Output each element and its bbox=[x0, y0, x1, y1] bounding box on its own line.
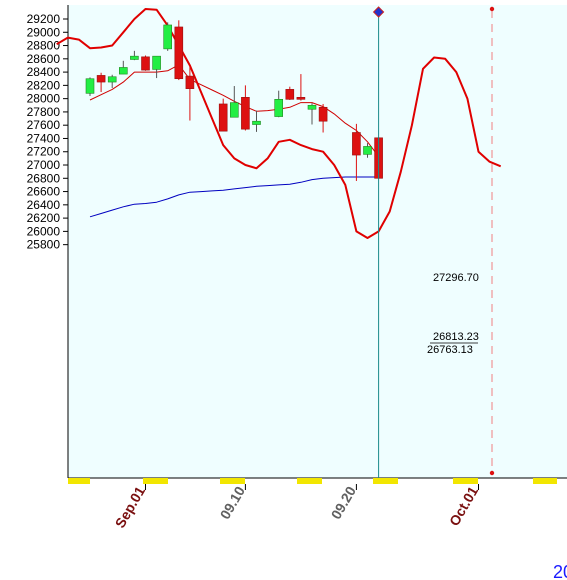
x-axis: Sep.01 09.10 09.20 Oct.01 bbox=[68, 477, 567, 531]
y-tick-label: 28600 bbox=[27, 52, 61, 66]
x-tick-label: 09.10 bbox=[217, 483, 248, 522]
value-label-lower: 26763.13 bbox=[427, 344, 473, 356]
candles bbox=[85, 20, 383, 181]
y-tick-label: 27400 bbox=[27, 131, 61, 145]
candle-body bbox=[296, 97, 306, 100]
value-label-mid: 26813.23 bbox=[433, 331, 479, 343]
y-tick-label: 27600 bbox=[27, 118, 61, 132]
value-label-upper: 27296.70 bbox=[433, 272, 479, 284]
candle-body bbox=[307, 104, 317, 110]
candle bbox=[185, 66, 195, 121]
candle-body bbox=[252, 120, 261, 125]
x-tick-label: Sep.01 bbox=[112, 483, 149, 530]
week-marker bbox=[68, 478, 90, 484]
week-marker bbox=[453, 478, 478, 484]
y-tick-label: 25800 bbox=[27, 238, 61, 252]
candle-body bbox=[185, 75, 195, 89]
series-line-envelope bbox=[56, 8, 502, 239]
candle bbox=[85, 77, 95, 96]
y-tick-label: 26400 bbox=[27, 198, 61, 212]
week-marker bbox=[220, 478, 245, 484]
y-tick-label: 27800 bbox=[27, 105, 61, 119]
y-tick-label: 27000 bbox=[27, 158, 61, 172]
candle-body bbox=[363, 146, 372, 155]
candle-body bbox=[230, 102, 239, 118]
candle bbox=[96, 72, 106, 93]
future-marker-bottom bbox=[489, 470, 495, 476]
candle-body bbox=[85, 78, 95, 94]
y-tick-label: 29200 bbox=[27, 12, 61, 26]
candle bbox=[174, 20, 184, 81]
series-line-ma-blue bbox=[89, 176, 379, 218]
x-tick-label: 09.20 bbox=[328, 483, 359, 522]
week-marker bbox=[533, 478, 557, 484]
candle-body bbox=[119, 67, 128, 75]
candle-body bbox=[274, 99, 284, 117]
candle bbox=[296, 74, 306, 101]
future-marker-top bbox=[489, 6, 495, 12]
candle bbox=[218, 98, 228, 132]
candle-body bbox=[96, 75, 106, 83]
week-marker bbox=[297, 478, 322, 484]
y-tick-label: 26600 bbox=[27, 185, 61, 199]
candle-body bbox=[152, 55, 161, 70]
y-tick-label: 26000 bbox=[27, 224, 61, 238]
candle bbox=[307, 103, 317, 125]
cursor-layer bbox=[372, 6, 495, 478]
candle bbox=[352, 123, 361, 181]
y-tick-label: 29000 bbox=[27, 25, 61, 39]
candle bbox=[318, 103, 328, 133]
corner-text: 20 bbox=[553, 562, 567, 580]
x-tick-label: Oct.01 bbox=[446, 483, 481, 528]
candle bbox=[252, 110, 261, 132]
week-marker bbox=[143, 478, 168, 484]
candle bbox=[285, 86, 295, 100]
candle-body bbox=[141, 56, 150, 71]
candle-body bbox=[285, 89, 295, 100]
candle bbox=[130, 50, 139, 61]
y-tick-label: 28200 bbox=[27, 78, 61, 92]
candle bbox=[363, 143, 372, 158]
y-axis: 2920029000288002860028400282002800027800… bbox=[27, 5, 69, 478]
candle-body bbox=[352, 132, 361, 156]
candle bbox=[230, 86, 239, 118]
candle-body bbox=[241, 97, 250, 130]
y-tick-label: 28400 bbox=[27, 65, 61, 79]
y-tick-label: 28800 bbox=[27, 39, 61, 53]
y-tick-label: 26800 bbox=[27, 171, 61, 185]
candle-body bbox=[318, 106, 328, 122]
candle bbox=[152, 55, 161, 79]
y-tick-label: 27200 bbox=[27, 145, 61, 159]
cursor-diamond bbox=[372, 6, 385, 18]
candle bbox=[107, 74, 117, 89]
candle bbox=[274, 90, 284, 118]
candle-body bbox=[218, 103, 228, 132]
candle bbox=[241, 85, 250, 131]
candle-body bbox=[107, 76, 117, 83]
candle bbox=[141, 55, 150, 71]
candle-body bbox=[163, 24, 172, 50]
candle bbox=[119, 60, 128, 75]
y-tick-label: 26200 bbox=[27, 211, 61, 225]
candle-body bbox=[174, 26, 184, 80]
candle-body bbox=[130, 55, 139, 60]
candle bbox=[163, 22, 172, 51]
week-marker bbox=[373, 478, 398, 484]
plot-background bbox=[68, 5, 567, 478]
y-tick-label: 28000 bbox=[27, 92, 61, 106]
